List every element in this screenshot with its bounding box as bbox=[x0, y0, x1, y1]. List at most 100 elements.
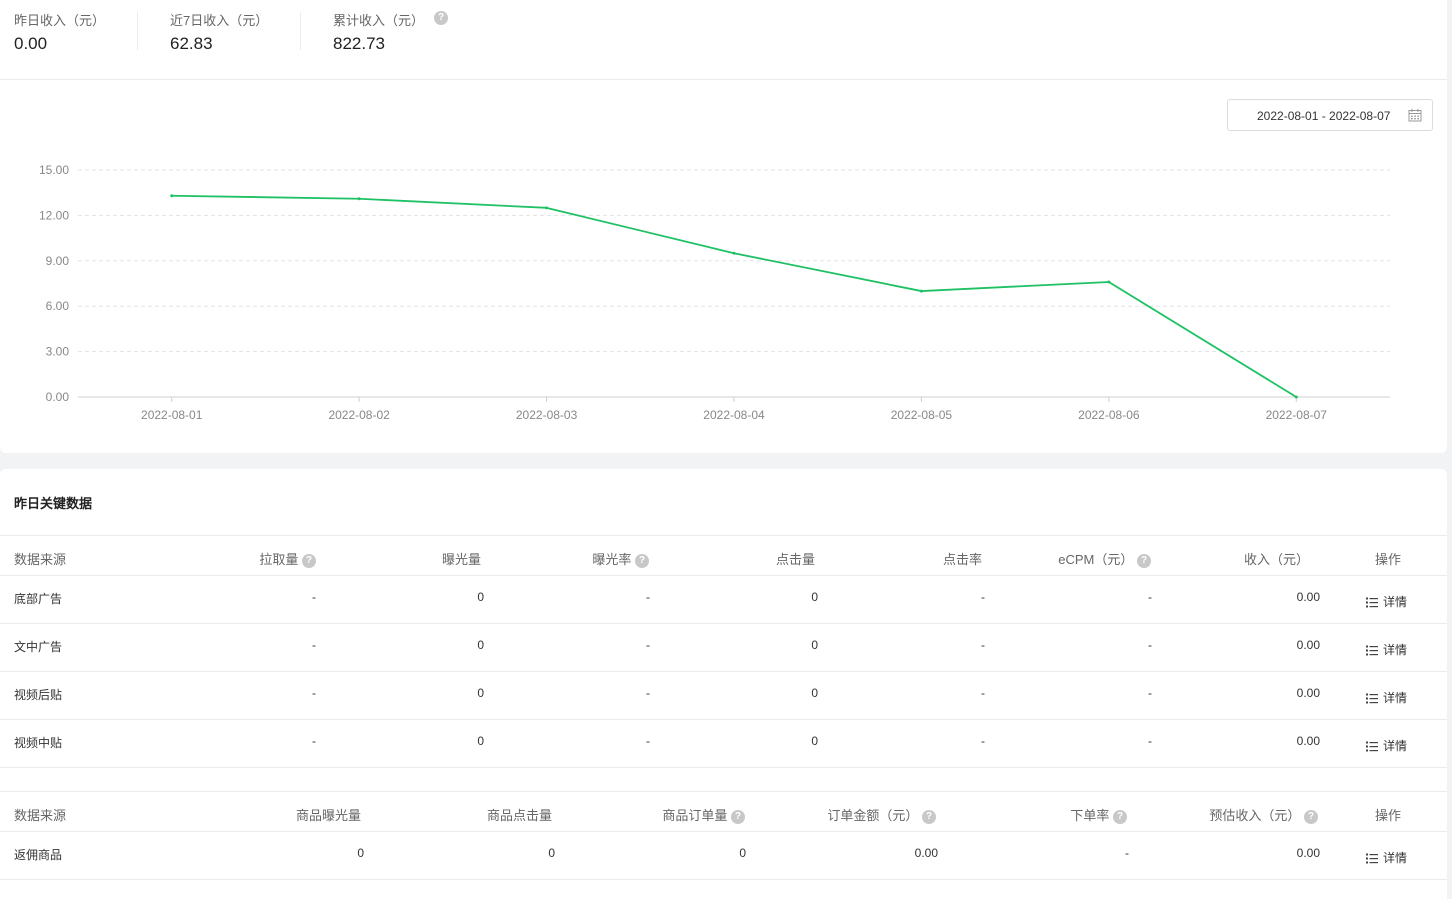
table-cell: - bbox=[312, 686, 316, 700]
column-header: 商品曝光量 bbox=[295, 808, 361, 823]
table-cell: - bbox=[646, 590, 650, 604]
income-summary: 昨日收入（元） 0.00 近7日收入（元） 62.83 累计收入（元） 822.… bbox=[0, 0, 1447, 80]
detail-button[interactable]: 详情 bbox=[1366, 593, 1407, 610]
help-icon[interactable]: ? bbox=[1113, 809, 1127, 824]
x-tick-label: 2022-08-02 bbox=[328, 408, 390, 422]
table-cell: 0 bbox=[477, 686, 484, 700]
divider bbox=[137, 12, 138, 50]
list-icon bbox=[1366, 645, 1378, 656]
table-cell: - bbox=[981, 686, 985, 700]
help-icon[interactable]: ? bbox=[302, 553, 316, 568]
column-header: 订单金额（元） ? bbox=[827, 805, 936, 824]
x-tick-label: 2022-08-04 bbox=[703, 408, 765, 422]
table-cell: - bbox=[1148, 686, 1152, 700]
key-data-card: 昨日关键数据 数据来源 拉取量 ? 曝光量 曝光率 ? 点击量 点击率 eCPM… bbox=[0, 469, 1447, 899]
x-tick-label: 2022-08-06 bbox=[1078, 408, 1140, 422]
income-chart-card: 2022-08-01 - 2022-08-07 0.00 3.00 6.00 9.00… bbox=[0, 80, 1447, 453]
stat-week-label: 近7日收入（元） bbox=[170, 13, 269, 28]
table-cell: - bbox=[1148, 590, 1152, 604]
table-cell: 0 bbox=[477, 590, 484, 604]
data-point bbox=[170, 194, 174, 198]
column-header: 曝光率 ? bbox=[592, 549, 649, 568]
table-cell: - bbox=[981, 734, 985, 748]
detail-button[interactable]: 详情 bbox=[1366, 689, 1407, 706]
table-row: 底部广告 - 0 - 0 - - 0.00 详情 bbox=[0, 576, 1447, 624]
table-cell: - bbox=[646, 734, 650, 748]
table-cell: 0 bbox=[477, 638, 484, 652]
table-cell: - bbox=[312, 638, 316, 652]
column-header: 商品订单量 ? bbox=[662, 805, 745, 824]
table-cell: 文中广告 bbox=[14, 640, 63, 654]
table-cell: 0 bbox=[739, 846, 746, 860]
help-icon[interactable]: ? bbox=[434, 11, 448, 25]
help-icon[interactable]: ? bbox=[1304, 809, 1318, 824]
detail-button[interactable]: 详情 bbox=[1366, 641, 1407, 658]
table-cell: 0 bbox=[477, 734, 484, 748]
table-cell: 0 bbox=[357, 846, 364, 860]
detail-label: 详情 bbox=[1383, 851, 1408, 865]
ad-table-header: 数据来源 拉取量 ? 曝光量 曝光率 ? 点击量 点击率 eCPM（元） ? 收… bbox=[0, 535, 1447, 576]
detail-label: 详情 bbox=[1383, 595, 1408, 609]
table-cell: 底部广告 bbox=[14, 592, 63, 606]
data-point bbox=[357, 197, 361, 201]
detail-button[interactable]: 详情 bbox=[1366, 849, 1407, 866]
list-icon bbox=[1366, 693, 1378, 704]
date-range-text: 2022-08-01 - 2022-08-07 bbox=[1257, 109, 1391, 123]
list-icon bbox=[1366, 741, 1378, 752]
table-cell: - bbox=[312, 590, 316, 604]
data-point bbox=[1107, 280, 1111, 284]
table-cell: - bbox=[1125, 846, 1129, 860]
y-tick-label: 6.00 bbox=[46, 299, 70, 313]
data-point bbox=[1294, 395, 1298, 399]
detail-label: 详情 bbox=[1383, 691, 1408, 705]
table-row: 文中广告 - 0 - 0 - - 0.00 详情 bbox=[0, 624, 1447, 672]
help-icon[interactable]: ? bbox=[922, 809, 936, 824]
table-cell: - bbox=[981, 638, 985, 652]
column-header: 曝光量 bbox=[441, 552, 481, 567]
table-cell: 0 bbox=[811, 590, 818, 604]
table-cell: 0.00 bbox=[1296, 846, 1320, 860]
table-cell: 视频后贴 bbox=[14, 688, 63, 702]
y-tick-label: 0.00 bbox=[46, 390, 70, 404]
table-cell: - bbox=[1148, 638, 1152, 652]
table-row: 视频后贴 - 0 - 0 - - 0.00 详情 bbox=[0, 672, 1447, 720]
table-cell: - bbox=[646, 686, 650, 700]
column-header: 操作 bbox=[1375, 808, 1402, 823]
table-cell: 0.00 bbox=[1296, 686, 1320, 700]
stat-yesterday-value: 0.00 bbox=[14, 34, 48, 53]
table-cell: 0 bbox=[548, 846, 555, 860]
column-header: 数据来源 bbox=[14, 808, 67, 823]
divider bbox=[300, 12, 301, 50]
stat-week-value: 62.83 bbox=[170, 34, 213, 53]
y-tick-label: 3.00 bbox=[46, 345, 70, 359]
table-cell: 返佣商品 bbox=[14, 848, 63, 862]
table-cell: 0.00 bbox=[1296, 638, 1320, 652]
stat-total-label: 累计收入（元） bbox=[333, 13, 425, 28]
table-cell: 0.00 bbox=[1296, 734, 1320, 748]
help-icon[interactable]: ? bbox=[731, 809, 745, 824]
date-range-picker[interactable]: 2022-08-01 - 2022-08-07 bbox=[1227, 99, 1433, 131]
help-icon[interactable]: ? bbox=[635, 553, 649, 568]
table-cell: - bbox=[981, 590, 985, 604]
column-header: eCPM（元） ? bbox=[1058, 549, 1151, 568]
column-header: 预估收入（元） ? bbox=[1209, 805, 1318, 824]
data-point bbox=[919, 289, 923, 293]
x-tick-label: 2022-08-01 bbox=[141, 408, 203, 422]
table-row: 返佣商品 0 0 0 0.00 - 0.00 详情 bbox=[0, 832, 1447, 880]
stat-yesterday-label: 昨日收入（元） bbox=[14, 13, 106, 28]
detail-label: 详情 bbox=[1383, 739, 1408, 753]
column-header: 拉取量 ? bbox=[259, 549, 316, 568]
column-header: 点击量 bbox=[775, 552, 815, 567]
table-cell: 0 bbox=[811, 638, 818, 652]
table-row: 视频中贴 - 0 - 0 - - 0.00 详情 bbox=[0, 720, 1447, 768]
table-cell: - bbox=[312, 734, 316, 748]
help-icon[interactable]: ? bbox=[1137, 553, 1151, 568]
list-icon bbox=[1366, 853, 1378, 864]
table-cell: 0 bbox=[811, 686, 818, 700]
series-line bbox=[171, 194, 1297, 398]
detail-button[interactable]: 详情 bbox=[1366, 737, 1407, 754]
table-cell: 视频中贴 bbox=[14, 736, 63, 750]
list-icon bbox=[1366, 597, 1378, 608]
column-header: 收入（元） bbox=[1243, 552, 1309, 567]
